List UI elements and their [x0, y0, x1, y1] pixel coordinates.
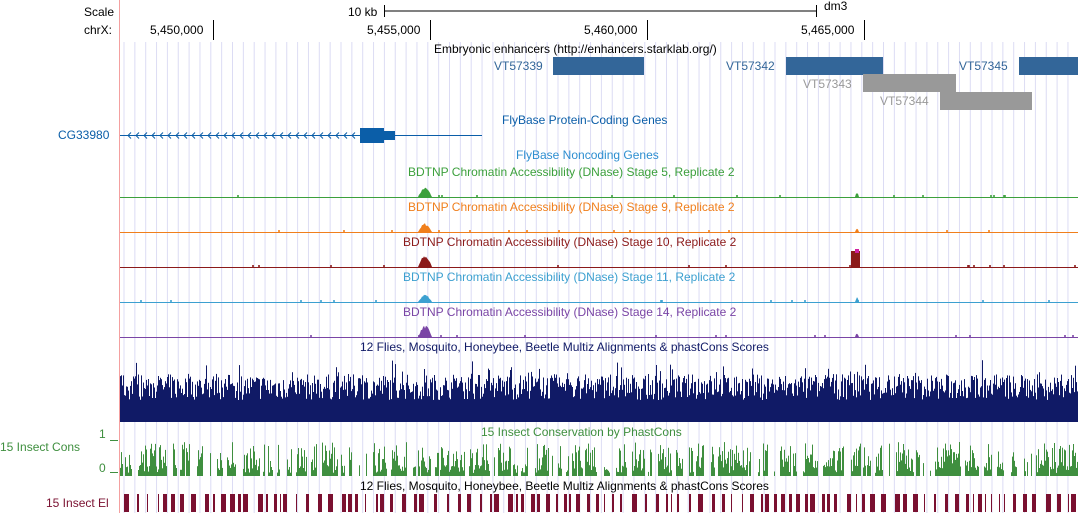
conserved-element-blocks: [124, 494, 1076, 512]
track-title-enhancers[interactable]: Embryonic enhancers (http://enhancers.st…: [434, 42, 717, 56]
enhancer-feature[interactable]: [940, 92, 1032, 110]
phastcons-score-bars: [120, 442, 1078, 476]
gene-model[interactable]: [120, 124, 482, 148]
scale-bar: [384, 5, 817, 17]
track-title-elements[interactable]: 12 Flies, Mosquito, Honeybee, Beetle Mul…: [360, 479, 769, 493]
dnase-signal-stage14: [120, 325, 1078, 338]
track-title-dnase-stage10[interactable]: BDTNP Chromatin Accessibility (DNase) St…: [403, 235, 737, 249]
dnase-signal-stage11: [120, 294, 1078, 303]
enhancer-label[interactable]: VT57339: [494, 59, 543, 73]
enhancer-label[interactable]: VT57345: [959, 59, 1008, 73]
scale-label: Scale: [84, 5, 115, 19]
assembly-label: dm3: [824, 0, 848, 13]
dnase-signal-stage10: [120, 249, 1078, 268]
scalebar-label: 10 kb: [348, 5, 378, 19]
dnase-signal-stage5: [120, 187, 1078, 198]
enhancer-label[interactable]: VT57342: [726, 59, 775, 73]
track-title-dnase-stage5[interactable]: BDTNP Chromatin Accessibility (DNase) St…: [408, 165, 735, 179]
track-title-flybase-noncoding[interactable]: FlyBase Noncoding Genes: [516, 148, 659, 162]
enhancer-feature[interactable]: [863, 74, 956, 92]
track-title-dnase-stage14[interactable]: BDTNP Chromatin Accessibility (DNase) St…: [403, 305, 737, 319]
enhancer-feature[interactable]: [1019, 57, 1078, 75]
position-tick-label: 5,460,000: [584, 23, 638, 37]
enhancer-feature[interactable]: [553, 57, 644, 75]
gene-label[interactable]: CG33980: [58, 128, 110, 142]
elements-side-label[interactable]: 15 Insect El: [46, 496, 109, 510]
position-tick-label: 5,450,000: [150, 23, 204, 37]
enhancer-feature[interactable]: [786, 57, 883, 75]
track-title-dnase-stage9[interactable]: BDTNP Chromatin Accessibility (DNase) St…: [408, 200, 735, 214]
cons-side-label[interactable]: 15 Insect Cons: [0, 440, 81, 454]
dnase-signal-stage9: [120, 223, 1078, 233]
enhancer-label[interactable]: VT57343: [803, 77, 852, 91]
multiz-conservation-bars: [120, 360, 1078, 422]
side-label-divider: [119, 0, 120, 513]
track-title-dnase-stage11[interactable]: BDTNP Chromatin Accessibility (DNase) St…: [403, 270, 736, 284]
position-tick-label: 5,455,000: [367, 23, 421, 37]
chrom-label: chrX:: [84, 23, 113, 37]
cons-axis-max: 1: [99, 427, 106, 441]
enhancer-label[interactable]: VT57344: [880, 94, 929, 108]
track-title-cons[interactable]: 15 Insect Conservation by PhastCons: [481, 425, 682, 439]
track-title-multiz[interactable]: 12 Flies, Mosquito, Honeybee, Beetle Mul…: [360, 340, 769, 354]
grid-lines: [123, 42, 1069, 513]
track-title-flybase-coding[interactable]: FlyBase Protein-Coding Genes: [502, 113, 668, 127]
position-ticks: [213, 20, 865, 40]
cons-axis-ticks: [110, 440, 118, 473]
cons-axis-min: 0: [99, 461, 106, 475]
position-tick-label: 5,465,000: [801, 23, 855, 37]
